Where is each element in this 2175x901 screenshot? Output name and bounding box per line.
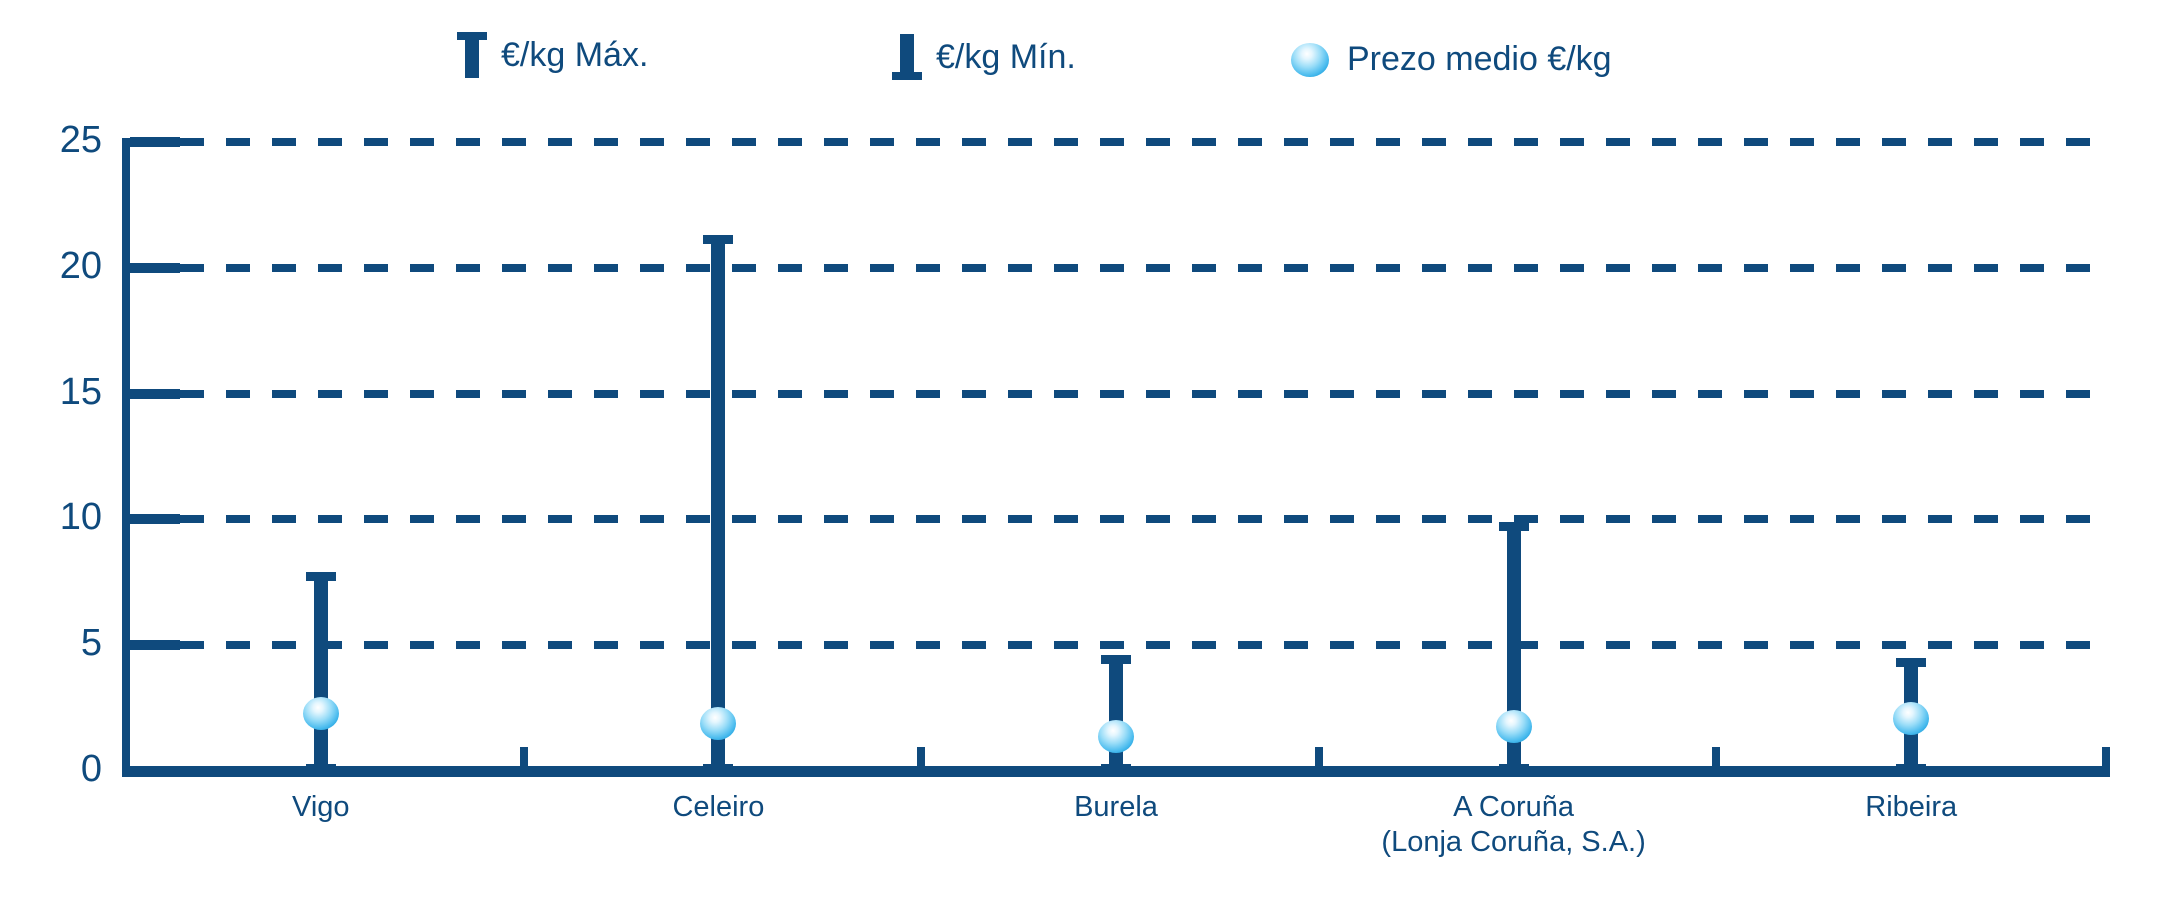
y-axis-label-15: 15: [59, 370, 102, 413]
x-axis-label-vigo: Vigo: [292, 791, 350, 823]
min-cap-burela: [1101, 764, 1131, 774]
max-cap-a-coru-a: [1498, 521, 1529, 531]
max-cap-ribeira: [1896, 657, 1927, 667]
legend-label-avg: Prezo medio €/kg: [1347, 40, 1612, 78]
y-axis-label-5: 5: [80, 622, 102, 665]
legend-item-max: €/kg Máx.: [457, 32, 648, 78]
x-axis-label-burela: Burela: [1074, 791, 1158, 823]
avg-marker-celeiro: [700, 707, 737, 741]
x-axis-tick: [1314, 747, 1323, 766]
max-cap-celeiro: [703, 235, 734, 245]
gridline-15: [180, 389, 2110, 398]
x-axis-label-celeiro: Celeiro: [672, 791, 765, 823]
min-cap-a-coru-a: [1498, 764, 1529, 774]
y-axis-label-0: 0: [80, 748, 102, 790]
avg-marker-burela: [1098, 719, 1134, 753]
gridline-25: [180, 138, 2110, 146]
y-axis-label-20: 20: [59, 244, 102, 287]
gridline-5: [180, 641, 2110, 650]
x-axis-tick: [519, 747, 528, 766]
y-axis-label-25: 25: [59, 119, 102, 161]
gridline-20: [180, 263, 2110, 272]
y-tick-25: [130, 137, 180, 147]
min-bar-icon: [892, 34, 922, 80]
y-tick-20: [130, 262, 180, 273]
y-axis: [122, 138, 130, 777]
range-bar-celeiro: [711, 235, 726, 774]
y-tick-10: [130, 514, 180, 525]
x-axis-tick: [1712, 747, 1721, 766]
x-axis-label-a-coru-a: A Coruña (Lonja Coruña, S.A.): [1381, 791, 1646, 858]
x-axis-tick: [2102, 747, 2110, 766]
min-cap-celeiro: [703, 764, 734, 774]
range-bar-vigo: [313, 572, 328, 774]
y-tick-15: [130, 388, 180, 399]
avg-sphere-icon: [1291, 42, 1329, 77]
gridline-10: [180, 515, 2110, 524]
avg-marker-vigo: [302, 697, 339, 731]
max-cap-burela: [1101, 655, 1131, 665]
avg-marker-ribeira: [1893, 702, 1930, 736]
max-cap-vigo: [305, 572, 336, 582]
legend-item-avg: Prezo medio €/kg: [1291, 40, 1612, 79]
x-axis-tick: [917, 747, 926, 766]
avg-marker-a-coru-a: [1495, 709, 1532, 743]
legend-label-max: €/kg Máx.: [501, 35, 649, 74]
legend-label-min: €/kg Mín.: [936, 37, 1076, 76]
y-tick-5: [130, 640, 180, 651]
y-axis-label-10: 10: [59, 496, 102, 539]
x-axis-label-ribeira: Ribeira: [1865, 791, 1958, 823]
max-bar-icon: [457, 32, 487, 78]
legend-item-min: €/kg Mín.: [892, 34, 1076, 80]
range-bar-burela: [1109, 655, 1123, 774]
min-cap-vigo: [305, 764, 336, 774]
min-cap-ribeira: [1896, 764, 1927, 774]
